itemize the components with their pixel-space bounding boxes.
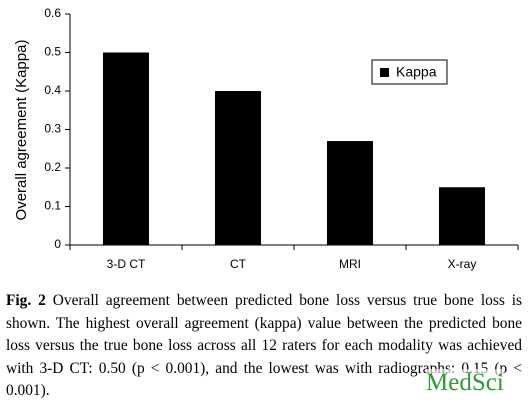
caption-text: Overall agreement between predicted bone… [6,292,522,400]
legend-label: Kappa [396,64,437,80]
legend-swatch [380,68,389,77]
y-axis-label: Overall agreement (Kappa) [13,40,30,221]
y-tick-label: 0.2 [44,160,61,174]
watermark: MedSci [426,369,504,397]
chart: Overall agreement (Kappa) 0 0.1 0.2 0.3 0.4 0… [13,6,519,271]
x-tick-label: MRI [339,257,361,271]
bar [327,141,373,245]
caption-label: Fig. 2 [6,292,46,309]
bar [439,187,485,245]
y-tick-label: 0.3 [44,122,61,136]
x-tick-label: 3-D CT [107,257,146,271]
y-tick-label: 0.1 [44,199,61,213]
bar [215,91,261,245]
y-tick-label: 0.4 [44,83,61,97]
x-tick-label: X-ray [448,257,477,271]
y-tick-label: 0.6 [44,6,61,20]
bar [103,52,149,245]
y-tick-label: 0.5 [44,45,61,59]
x-tick-label: CT [230,257,247,271]
y-tick-label: 0 [54,237,61,251]
caption: Fig. 2 Overall agreement between predict… [6,290,522,403]
